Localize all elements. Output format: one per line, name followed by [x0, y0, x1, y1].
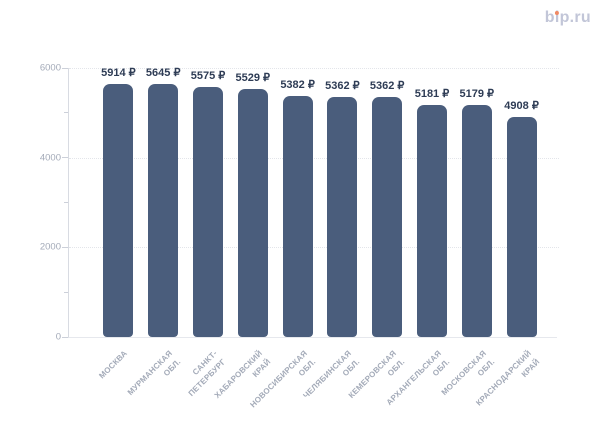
bar-value-label: 5362 ₽ [369, 79, 405, 92]
bar-slot: 5529 ₽ ХАБАРОВСКИЙ КРАЙ [213, 68, 275, 400]
bar-slot: 5362 ₽ ЧЕЛЯБИНСКАЯ ОБЛ. [302, 68, 365, 400]
bar-slot: 5382 ₽ НОВОСИБИРСКАЯ ОБЛ. [248, 68, 320, 409]
bar [461, 104, 492, 337]
y-tick-2000 [62, 246, 68, 248]
gridline-2000 [69, 247, 559, 249]
bar [372, 96, 403, 337]
gridline-6000 [69, 68, 559, 69]
y-tick-0 [62, 336, 68, 338]
y-axis-label-2000: 2000 [39, 241, 61, 253]
logo-part-pru: p.ru [559, 9, 591, 26]
bar-value-label: 5179 ₽ [459, 87, 495, 100]
bar-slot: 5645 ₽ МУРМАНСКАЯ ОБЛ. [126, 67, 186, 397]
bar-value-label: 5181 ₽ [414, 87, 450, 100]
y-axis-label-6000: 6000 [39, 62, 61, 74]
bar-value-label: 5914 ₽ [101, 67, 136, 79]
site-logo[interactable]: bip.ru [545, 10, 591, 26]
y-tick-6000 [62, 67, 68, 69]
bar-slot: 5575 ₽ САНКТ- ПЕТЕРБУРГ [186, 68, 231, 398]
bars-row: 5914 ₽ МОСКВА 5645 ₽ МУРМАНСКАЯ ОБЛ. 5575 ₽ С… [69, 67, 557, 410]
bar-slot: 5179 ₽ МОСКОВСКАЯ ОБЛ. [439, 68, 499, 397]
bar-value-label: 4908 ₽ [504, 99, 539, 112]
y-axis-label-4000: 4000 [39, 152, 61, 164]
y-tick-4000 [62, 157, 68, 159]
bar [327, 96, 358, 337]
bar-value-label: 5645 ₽ [145, 67, 181, 79]
gridline-4000 [69, 157, 559, 159]
bar [192, 87, 223, 337]
y-axis-label-0: 0 [55, 331, 61, 343]
bar [506, 116, 537, 337]
logo-part-i: i [554, 9, 560, 26]
bar-value-label: 5382 ₽ [280, 78, 315, 91]
bar-slot: 4908 ₽ КРАСНОДАРСКИЙ КРАЙ [474, 68, 544, 407]
bar [237, 89, 268, 337]
y-tick-3000 [64, 202, 68, 203]
bar-slot: 5181 ₽ АРХАНГЕЛЬСКАЯ ОБЛ. [385, 68, 455, 407]
bar [416, 104, 447, 337]
logo-part-b: b [544, 9, 555, 26]
bar-slot: 5362 ₽ КЕМЕРОВСКАЯ ОБЛ. [347, 68, 410, 400]
bar-value-label: 5575 ₽ [190, 70, 226, 83]
bar-chart-plot-area: 0 2000 4000 6000 5914 ₽ МОСКВА 5645 ₽ МУРМАНСК… [40, 63, 559, 410]
bar [103, 84, 134, 337]
bar-slot: 5914 ₽ МОСКВА [96, 67, 141, 381]
bar [148, 84, 179, 337]
bar-value-label: 5529 ₽ [235, 72, 271, 85]
bar [282, 95, 313, 337]
y-tick-1000 [64, 291, 68, 293]
bar-value-label: 5362 ₽ [325, 79, 360, 92]
y-tick-5000 [64, 112, 68, 114]
